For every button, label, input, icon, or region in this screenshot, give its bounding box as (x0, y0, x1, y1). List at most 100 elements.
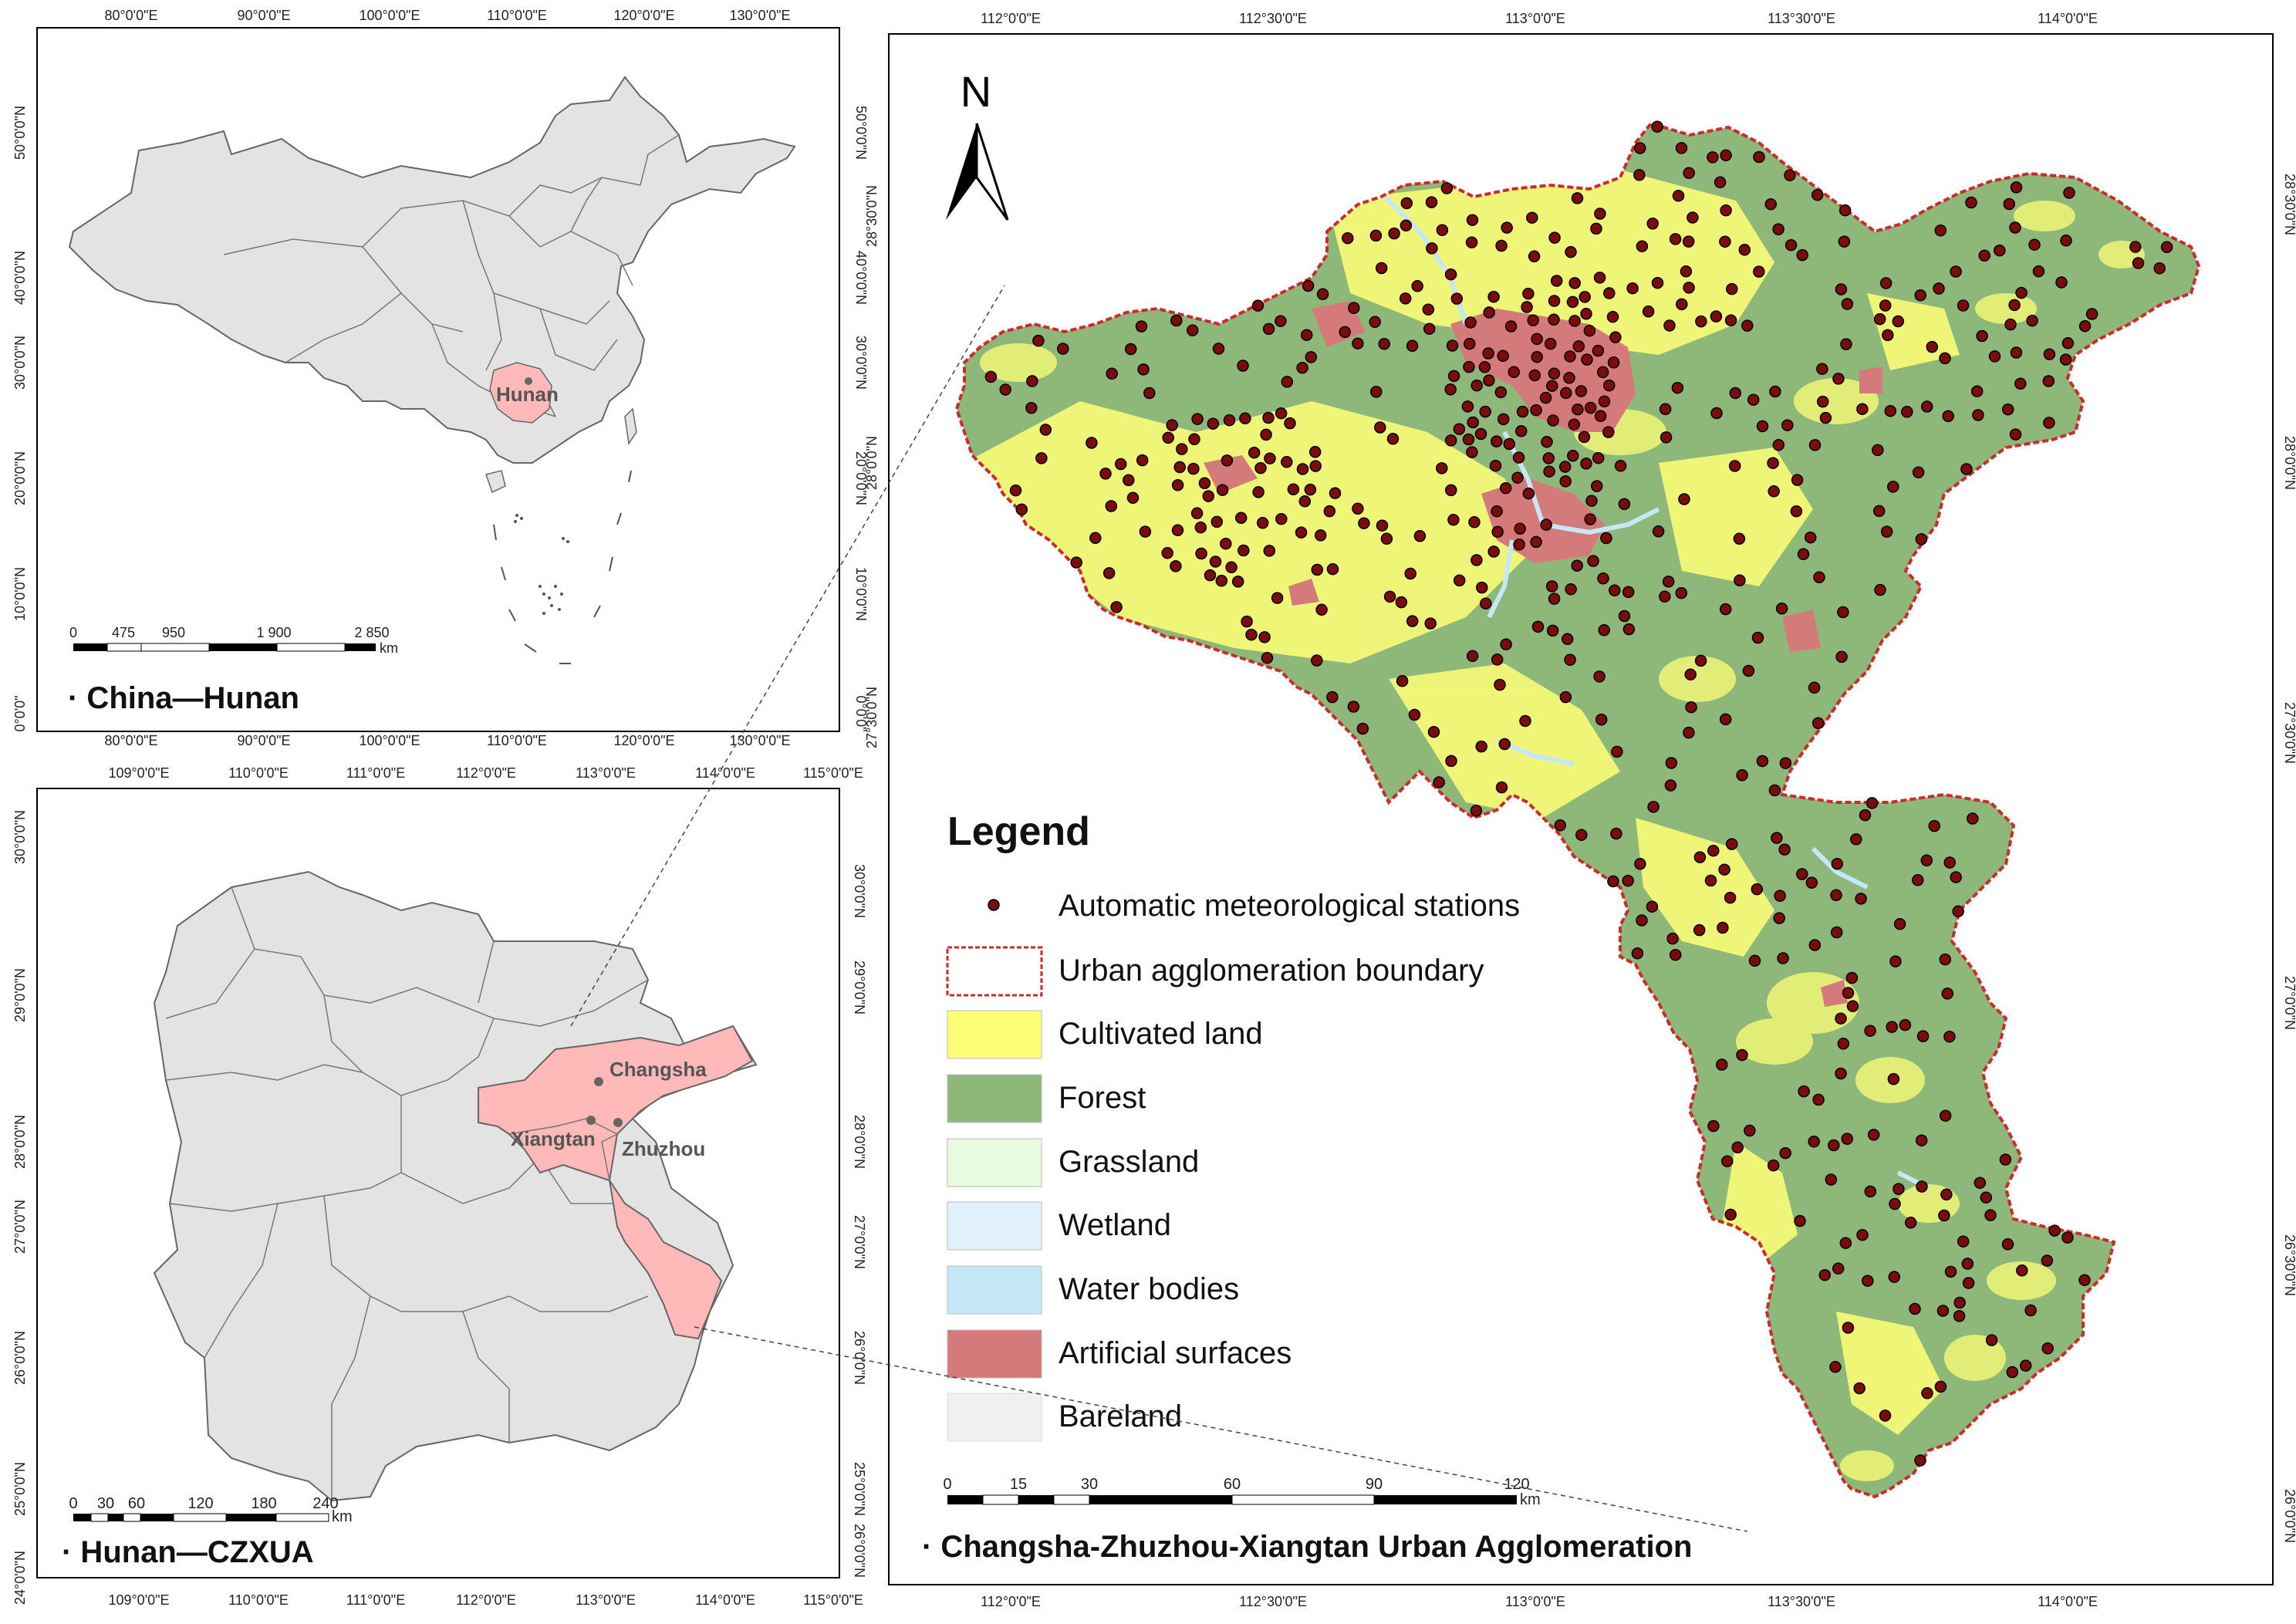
hunan-left-tick: 25°0'0"N (12, 1462, 28, 1516)
station-marker (1225, 561, 1237, 574)
station-marker (1580, 457, 1592, 470)
legend: Legend Automatic meteorological stations… (946, 809, 1520, 1442)
station-marker (1526, 211, 1538, 224)
station-marker (1558, 461, 1572, 473)
station-marker (1850, 833, 1862, 846)
hunan-left-tick: 30°0'0"N (12, 810, 28, 864)
station-marker (1663, 319, 1676, 332)
station-marker (1961, 1258, 1974, 1270)
china-bottom-ticks: 80°0'0"E 90°0'0"E 100°0'0"E 110°0'0"E 12… (104, 733, 790, 748)
legend-artificial-swatch (947, 1329, 1042, 1379)
hunan-top-tick: 109°0'0"E (108, 765, 169, 781)
china-left-tick: 40°0'0"N (12, 251, 28, 305)
main-right-tick: 28°30'0"N (2282, 174, 2296, 235)
station-marker (1308, 446, 1322, 458)
station-marker (1374, 421, 1386, 434)
station-marker (1326, 690, 1339, 704)
hunan-top-ticks: 109°0'0"E 110°0'0"E 111°0'0"E 112°0'0"E … (108, 765, 863, 781)
station-marker (1425, 196, 1438, 208)
station-marker (1889, 1197, 1901, 1210)
station-marker (1105, 500, 1118, 512)
station-marker (1375, 262, 1388, 275)
station-marker (1607, 875, 1619, 888)
station-marker (1593, 272, 1606, 284)
station-marker (1960, 463, 1973, 475)
station-marker (1832, 1262, 1845, 1275)
station-marker (1791, 474, 1804, 486)
main-right-tick: 27°30'0"N (2282, 702, 2296, 764)
station-marker (1864, 1185, 1877, 1198)
legend-label: Water bodies (1059, 1272, 1239, 1306)
station-marker (1994, 244, 2006, 257)
hunan-left-tick: 28°0'0"N (12, 1115, 28, 1169)
station-marker (1584, 401, 1597, 414)
hunan-panel: 109°0'0"E 110°0'0"E 111°0'0"E 112°0'0"E … (12, 765, 867, 1608)
station-marker (1988, 350, 2001, 363)
station-marker (1603, 287, 1616, 299)
station-marker (2153, 262, 2166, 275)
china-scale-bar: 0 475 950 1 900 2 850 km (69, 625, 398, 656)
hunan-bottom-tick: 112°0'0"E (456, 1592, 516, 1608)
station-marker (1571, 559, 1583, 572)
china-right-tick: 30°0'0"N (853, 336, 869, 390)
station-marker (1744, 1124, 1756, 1137)
china-top-tick: 110°0'0"E (487, 8, 547, 23)
main-bottom-ticks: 112°0'0"E 112°30'0"E 113°0'0"E 113°30'0"… (981, 1594, 2098, 1609)
station-marker (2001, 403, 2014, 416)
station-marker (1487, 290, 1500, 303)
station-marker (2019, 1359, 2032, 1372)
station-marker (1395, 596, 1408, 609)
main-top-ticks: 112°0'0"E 112°30'0"E 113°0'0"E 113°30'0"… (981, 11, 2098, 26)
station-marker (1862, 1275, 1874, 1287)
station-marker (1494, 678, 1506, 691)
changsha-label: Changsha (609, 1058, 707, 1081)
main-left-tick: 28°30'0"N (864, 185, 880, 247)
station-marker (1370, 386, 1383, 398)
station-marker (1275, 512, 1288, 525)
station-marker (1719, 713, 1732, 726)
station-marker (1302, 279, 1315, 292)
station-marker (1583, 324, 1596, 337)
station-marker (1139, 525, 1152, 538)
station-marker (1400, 219, 1413, 232)
station-marker (1742, 664, 1755, 677)
station-marker (1756, 755, 1769, 768)
station-marker (1682, 235, 1695, 248)
station-marker (1446, 339, 1459, 352)
station-marker (1191, 413, 1204, 425)
station-marker (1386, 433, 1400, 445)
station-marker (1546, 380, 1558, 392)
china-scale-label: 0 (69, 625, 77, 640)
station-marker (1433, 776, 1445, 788)
station-marker (1684, 668, 1697, 681)
china-scale-label: 2 850 (354, 625, 389, 640)
station-marker (1528, 250, 1541, 263)
station-marker (1516, 405, 1529, 418)
station-marker (1530, 535, 1542, 549)
station-marker (1914, 1454, 1926, 1467)
station-marker (1422, 303, 1435, 316)
station-marker (1952, 905, 1964, 918)
station-marker (1609, 584, 1621, 597)
station-marker (1039, 424, 1052, 436)
station-marker (2032, 265, 2045, 278)
station-marker (1470, 805, 1483, 817)
station-marker (1816, 363, 1828, 375)
station-marker (1647, 801, 1660, 813)
station-marker (1406, 339, 1419, 353)
station-marker (1841, 1133, 1853, 1145)
hunan-label: Hunan (496, 383, 559, 406)
station-marker (1707, 151, 1719, 164)
station-marker (1687, 211, 1699, 224)
station-marker (1209, 555, 1222, 568)
china-scale-label: 475 (112, 625, 135, 640)
china-top-ticks: 80°0'0"E 90°0'0"E 100°0'0"E 110°0'0"E 12… (104, 8, 790, 23)
china-scale-label: 1 900 (256, 625, 291, 640)
station-marker (1659, 590, 1671, 603)
station-marker (2028, 238, 2041, 251)
station-marker (1541, 436, 1553, 448)
station-marker (2063, 187, 2075, 199)
station-marker (1855, 893, 1867, 905)
station-marker (1187, 324, 1199, 336)
hunan-highlight (489, 362, 552, 424)
